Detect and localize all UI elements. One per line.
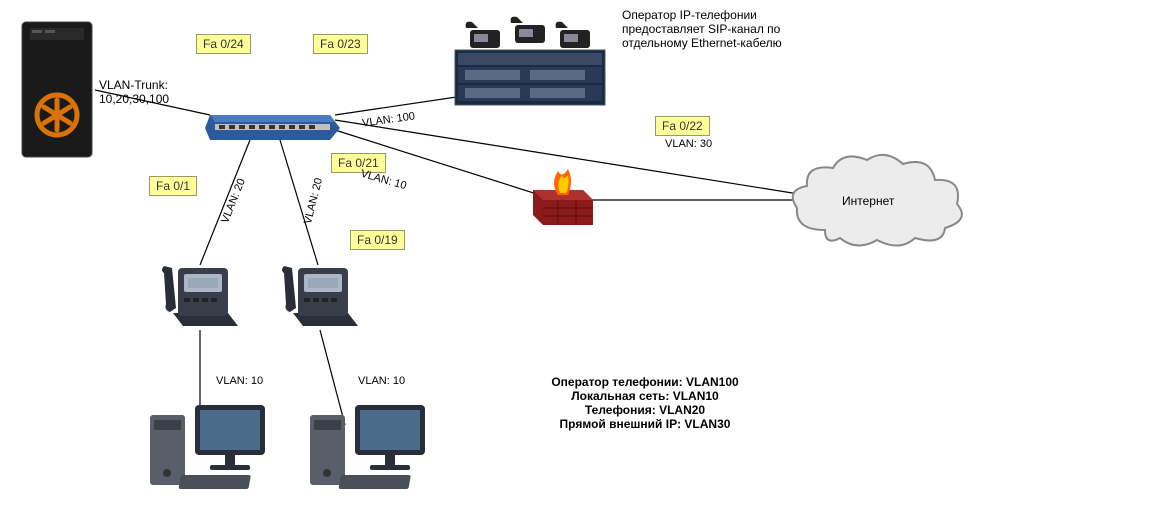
ip-phone-2 bbox=[278, 258, 363, 333]
server-node bbox=[20, 20, 95, 160]
port-fa024: Fa 0/24 bbox=[196, 34, 251, 54]
vlan100-label: VLAN: 100 bbox=[361, 110, 415, 129]
ip-phone-1 bbox=[158, 258, 243, 333]
port-fa021: Fa 0/21 bbox=[331, 153, 386, 173]
workstation-2 bbox=[300, 395, 440, 495]
port-fa01: Fa 0/1 bbox=[149, 176, 197, 196]
port-fa023: Fa 0/23 bbox=[313, 34, 368, 54]
vlan10b-label: VLAN: 10 bbox=[216, 375, 263, 387]
trunk-label: VLAN-Trunk: 10,20,30,100 bbox=[99, 78, 169, 106]
port-fa019: Fa 0/19 bbox=[350, 230, 405, 250]
sip-info-text: Оператор IP-телефонии предоставляет SIP-… bbox=[622, 8, 852, 50]
vlan20a-label: VLAN: 20 bbox=[219, 177, 248, 225]
switch-node bbox=[205, 100, 345, 150]
internet-label: Интернет bbox=[842, 194, 894, 208]
vlan20b-label: VLAN: 20 bbox=[302, 177, 325, 226]
workstation-1 bbox=[140, 395, 280, 495]
vlan10c-label: VLAN: 10 bbox=[358, 375, 405, 387]
firewall-node bbox=[528, 165, 598, 230]
vlan-legend-text: Оператор телефонии: VLAN100 Локальная се… bbox=[510, 375, 780, 431]
vlan30-label: VLAN: 30 bbox=[665, 138, 712, 150]
sip-rack-node bbox=[450, 5, 615, 110]
port-fa022: Fa 0/22 bbox=[655, 116, 710, 136]
